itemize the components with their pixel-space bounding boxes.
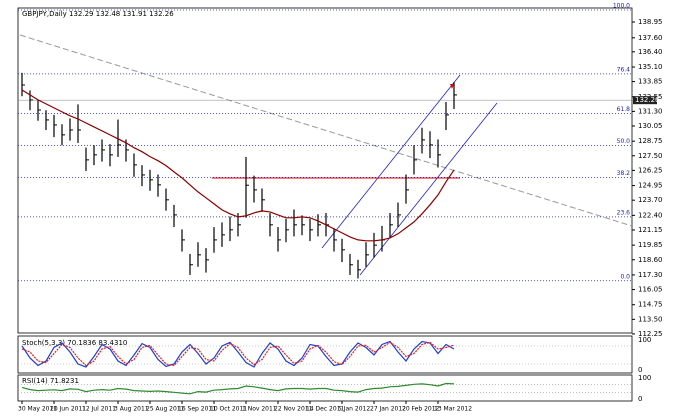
last-price-box: [633, 96, 657, 105]
y-tick-label: 136.40: [638, 48, 663, 56]
x-tick-label: 16 Sep 2011: [178, 406, 216, 413]
fib-label: 61.8: [617, 106, 631, 113]
fib-label: 0.0: [620, 273, 630, 280]
x-tick-label: 30 May 2011: [18, 406, 57, 413]
x-tick-label: 25 Aug 2011: [146, 406, 185, 413]
y-tick-label: 122.40: [638, 211, 663, 219]
x-tick-label: 20 Jun 2011: [50, 406, 86, 413]
fib-label: 50.0: [617, 138, 631, 145]
y-tick-label: 131.30: [638, 107, 663, 115]
x-tick-label: 10 Oct 2011: [210, 406, 247, 413]
fib-label: 38.2: [617, 170, 631, 177]
last-price-label: 132.26: [635, 96, 660, 104]
indicator-line: [21, 341, 455, 367]
chart-title: GBPJPY,Daily 132.29 132.48 131.91 132.26: [22, 10, 174, 18]
y-tick-label: 112.25: [638, 330, 663, 338]
indicator-tick-label: 0: [638, 395, 642, 403]
y-tick-label: 138.95: [638, 18, 663, 26]
channel-lower: [359, 102, 498, 276]
x-tick-label: 20 Feb 2012: [402, 406, 440, 413]
channel-upper: [321, 74, 461, 249]
y-tick-label: 121.15: [638, 226, 663, 234]
moving-average: [21, 89, 455, 242]
x-tick-label: 22 Nov 2011: [274, 406, 313, 413]
y-tick-label: 130.05: [638, 122, 663, 130]
y-tick-label: 135.10: [638, 63, 663, 71]
y-tick-label: 128.75: [638, 137, 663, 145]
y-tick-label: 113.50: [638, 315, 663, 323]
indicator-tick-label: 0: [638, 366, 642, 374]
y-tick-label: 116.05: [638, 286, 663, 294]
indicator-title: Stoch(5,3,3) 70.1836 83.4310: [22, 339, 127, 347]
y-tick-label: 137.60: [638, 34, 663, 42]
y-tick-label: 117.30: [638, 271, 663, 279]
fib-label: 23.6: [617, 209, 631, 216]
stoch-panel: [17, 335, 633, 374]
trend-line: [19, 34, 633, 227]
x-tick-label: 1 Nov 2011: [242, 406, 277, 413]
indicator-line: [21, 340, 455, 368]
indicator-tick-label: 100: [638, 336, 651, 344]
indicator-tick-label: 100: [638, 374, 651, 382]
x-tick-label: 13 Mar 2012: [434, 406, 472, 413]
x-tick-label: 5 Jan 2012: [338, 406, 370, 413]
y-tick-label: 127.50: [638, 152, 663, 160]
y-tick-label: 114.75: [638, 301, 663, 309]
x-tick-label: 12 Jul 2011: [82, 406, 116, 413]
y-tick-label: 119.85: [638, 241, 663, 249]
rsi-panel: [17, 374, 633, 402]
x-tick-label: 3 Aug 2011: [114, 406, 149, 413]
indicator-line: [21, 382, 455, 395]
y-tick-label: 118.60: [638, 256, 663, 264]
y-tick-label: 124.95: [638, 182, 663, 190]
arrow-marker: [450, 84, 454, 89]
y-tick-label: 126.25: [638, 166, 663, 174]
indicator-title: RSI(14) 71.8231: [22, 377, 79, 385]
x-tick-label: 27 Jan 2012: [370, 406, 406, 413]
x-tick-label: 14 Dec 2011: [306, 406, 345, 413]
fib-label: 100.0: [613, 2, 630, 9]
y-tick-label: 133.85: [638, 78, 663, 86]
y-tick-label: 123.70: [638, 196, 663, 204]
fib-label: 76.4: [617, 66, 631, 73]
